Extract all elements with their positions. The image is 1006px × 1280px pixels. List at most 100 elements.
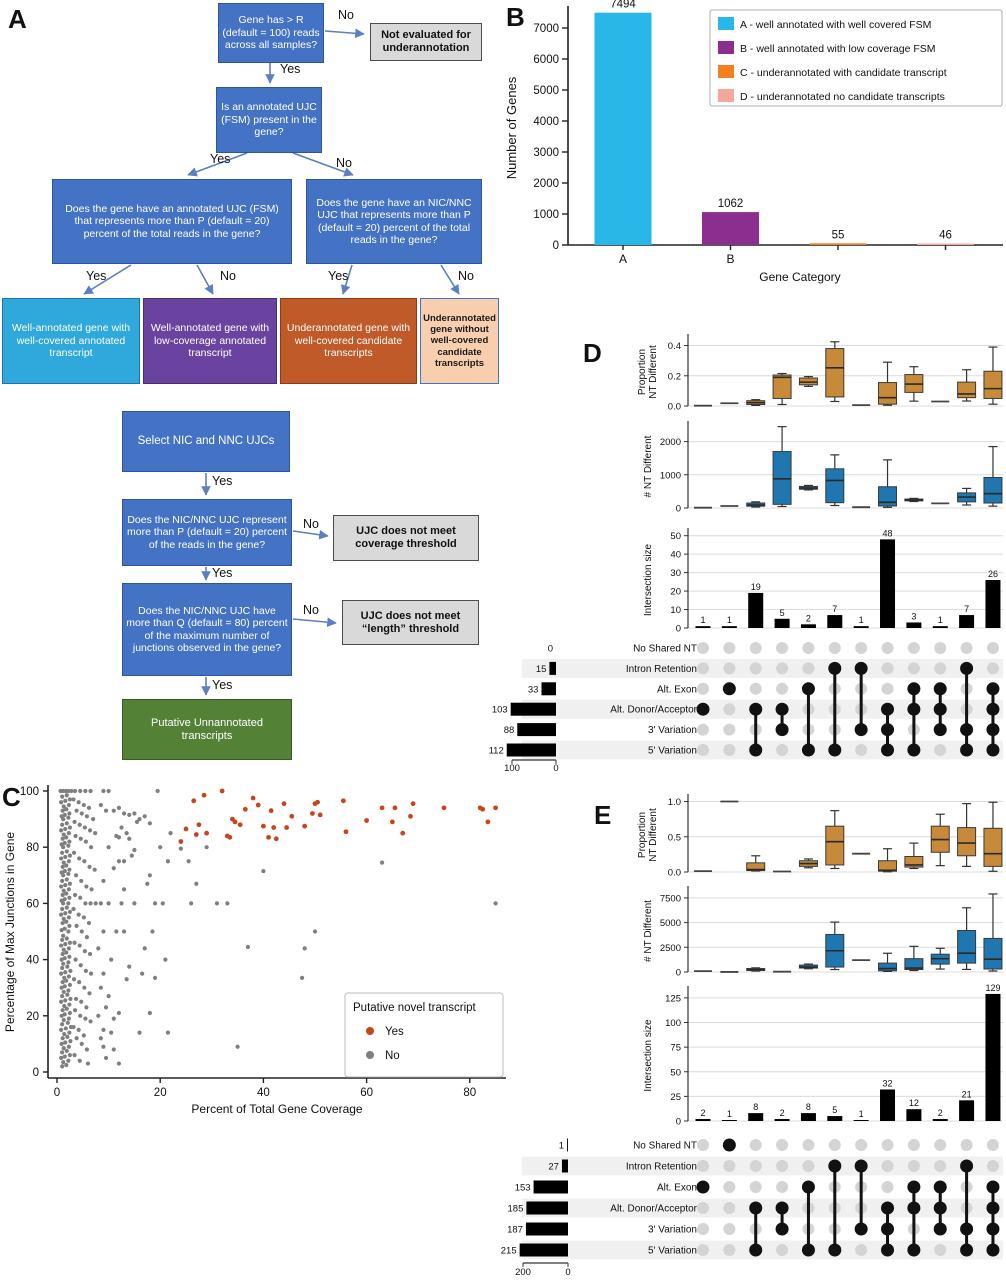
flow-node-reads-question: Gene has > R (default = 100) reads acros… [218,3,324,63]
svg-text:No: No [385,1050,400,1062]
flow-node-category-a: Well-annotated gene with well-covered an… [2,298,140,384]
upset-matrix [696,642,1000,757]
svg-text:1.0: 1.0 [668,797,681,808]
scatter-points-yes [178,788,498,844]
svg-text:1000: 1000 [660,470,681,481]
flow-label-yes-7: Yes [212,678,233,692]
panel-a-label: A [8,4,27,34]
svg-text:1: 1 [559,1141,564,1152]
svg-text:0: 0 [548,644,553,655]
svg-text:10: 10 [670,605,681,616]
svg-text:40: 40 [26,955,39,967]
svg-text:Percentage of Max Junctions in: Percentage of Max Junctions in Gene [3,832,17,1032]
svg-text:0: 0 [676,504,681,515]
svg-text:2: 2 [806,613,811,623]
svg-text:2000: 2000 [660,437,681,448]
svg-text:15: 15 [536,664,547,675]
svg-text:187: 187 [507,1225,523,1236]
svg-text:32: 32 [883,1078,893,1088]
svg-text:0: 0 [553,240,559,252]
flow-label-yes-6: Yes [212,566,233,580]
panel-b-label: B [506,2,525,32]
svg-text:88: 88 [504,725,515,736]
flow-node-coverage-fail: UJC does not meet coverage threshold [333,515,479,561]
svg-text:Putative novel transcript: Putative novel transcript [353,1002,477,1014]
flow-node-category-d: Underannotated gene without well-covered… [420,298,499,384]
svg-text:112: 112 [489,746,504,757]
svg-text:0: 0 [676,624,681,635]
svg-text:Proportion: Proportion [637,349,648,395]
svg-text:40: 40 [670,550,681,561]
intersection-bars: 1 1 19 5 2 7 1 48 3 1 7 26 [695,528,1001,628]
svg-text:19: 19 [751,582,761,592]
flow-label-yes-1: Yes [280,62,301,76]
svg-text:153: 153 [515,1183,531,1194]
svg-text:80: 80 [26,842,39,854]
flow-node-select-nic: Select NIC and NNC UJCs [122,411,290,472]
flow-label-no-3: No [220,269,236,283]
svg-text:NT Different: NT Different [648,808,659,862]
svg-text:C - underannotated with candid: C - underannotated with candidate transc… [740,67,947,79]
svg-text:12: 12 [909,1098,919,1108]
svg-text:Alt. Exon: Alt. Exon [657,1183,697,1194]
svg-text:B: B [726,252,734,266]
svg-text:1: 1 [727,615,732,625]
flow-arrows [83,28,460,696]
svg-text:1: 1 [727,1109,732,1119]
svg-text:1: 1 [859,615,864,625]
svg-text:0.0: 0.0 [668,868,681,879]
svg-text:5: 5 [832,1105,837,1115]
svg-text:27: 27 [548,1162,559,1173]
svg-text:2: 2 [780,1108,785,1118]
svg-text:NT Different: NT Different [648,345,659,399]
flow-label-no-2: No [336,156,352,170]
svg-text:5000: 5000 [533,85,559,97]
svg-text:No Shared NT: No Shared NT [633,644,697,655]
svg-text:Intron Retention: Intron Retention [626,664,697,675]
svg-text:Gene Category: Gene Category [759,270,840,284]
svg-text:D - underannotated no candidat: D - underannotated no candidate transcri… [740,91,945,103]
flow-label-yes-4: Yes [328,269,349,283]
svg-text:No Shared NT: No Shared NT [633,1141,697,1152]
svg-text:50: 50 [670,1067,681,1078]
svg-text:Number of Genes: Number of Genes [504,76,519,179]
svg-text:8: 8 [806,1102,811,1112]
svg-text:7500: 7500 [660,893,681,904]
svg-text:6000: 6000 [533,54,559,66]
flow-label-yes-2: Yes [210,152,231,166]
svg-text:0: 0 [54,1087,60,1099]
flow-label-yes-5: Yes [212,474,233,488]
svg-text:0.5: 0.5 [668,832,681,843]
svg-text:Alt. Donor/Acceptor: Alt. Donor/Acceptor [610,705,697,716]
svg-text:0.4: 0.4 [668,341,681,352]
flow-node-length-question: Does the NIC/NNC UJC have more than Q (d… [122,583,292,676]
svg-text:# NT Different: # NT Different [643,435,654,497]
flow-label-no-6: No [303,603,319,617]
svg-text:# NT Different: # NT Different [643,900,654,962]
flow-node-length-fail: UJC does not meet “length” threshold [342,600,479,645]
svg-text:Intersection size: Intersection size [643,543,654,616]
svg-text:60: 60 [26,898,39,910]
svg-text:1: 1 [938,615,943,625]
svg-text:5000: 5000 [660,918,681,929]
svg-text:0: 0 [565,1267,570,1278]
svg-text:8: 8 [753,1102,758,1112]
svg-text:B - well annotated with low co: B - well annotated with low coverage FSM [740,43,936,55]
svg-text:0.0: 0.0 [668,402,681,413]
svg-text:2000: 2000 [533,178,559,190]
svg-text:20: 20 [670,587,681,598]
svg-text:103: 103 [492,705,508,716]
svg-text:7: 7 [964,604,969,614]
svg-text:Intersection size: Intersection size [643,1019,654,1092]
svg-text:Alt. Donor/Acceptor: Alt. Donor/Acceptor [610,1204,697,1215]
svg-text:0: 0 [553,763,558,774]
svg-text:1062: 1062 [718,198,744,210]
svg-text:26: 26 [988,569,998,579]
svg-text:7494: 7494 [610,0,636,11]
flow-label-yes-3: Yes [86,269,107,283]
